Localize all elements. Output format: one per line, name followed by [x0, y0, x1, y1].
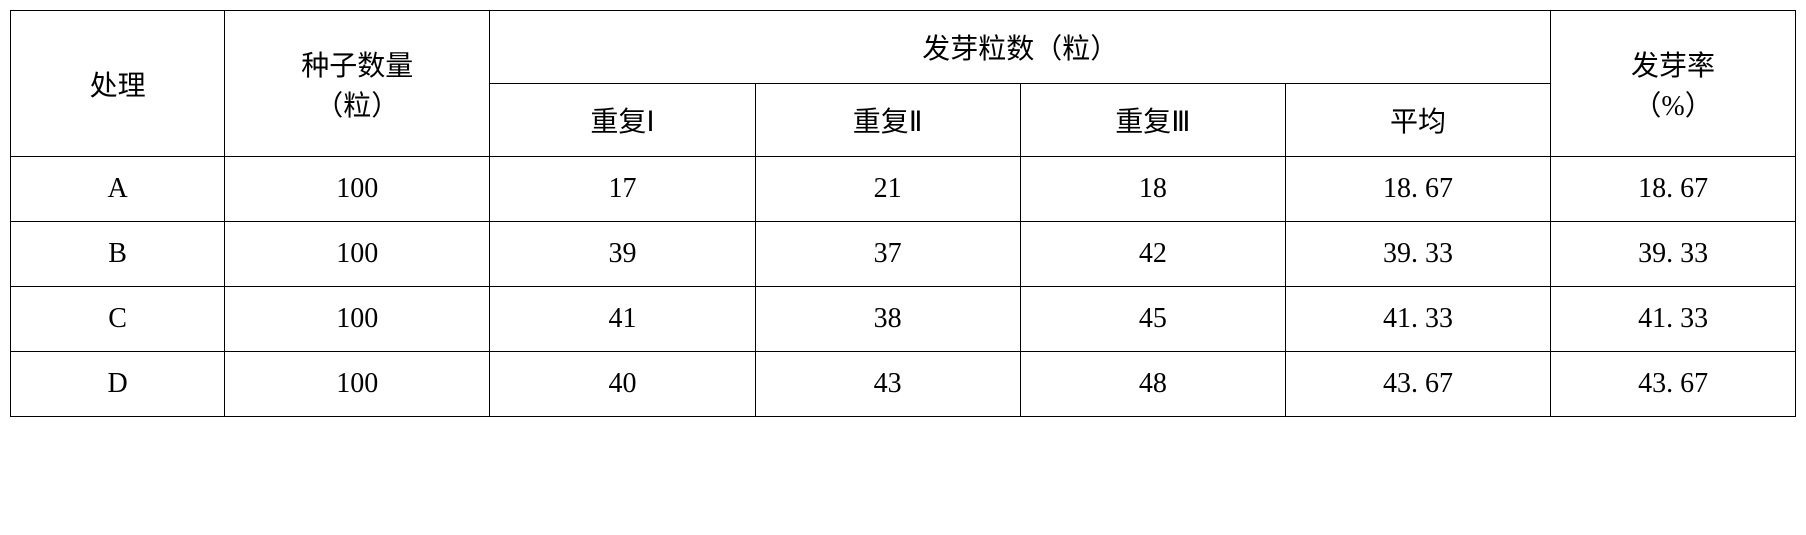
header-seed-count-label: 种子数量 [301, 51, 413, 82]
cell-average: 41. 33 [1285, 287, 1550, 352]
header-treatment: 处理 [11, 11, 225, 157]
cell-germ-rate: 18. 67 [1551, 157, 1796, 222]
cell-average: 39. 33 [1285, 222, 1550, 287]
cell-rep3: 45 [1020, 287, 1285, 352]
cell-rep3: 18 [1020, 157, 1285, 222]
table-row: C 100 41 38 45 41. 33 41. 33 [11, 287, 1796, 352]
cell-seed-count: 100 [225, 222, 490, 287]
header-row-1: 处理 种子数量 （粒） 发芽粒数（粒） 发芽率 （%） [11, 11, 1796, 84]
header-average: 平均 [1285, 84, 1550, 157]
cell-rep1: 17 [490, 157, 755, 222]
cell-rep1: 41 [490, 287, 755, 352]
cell-germ-rate: 43. 67 [1551, 352, 1796, 417]
cell-rep2: 38 [755, 287, 1020, 352]
cell-rep2: 37 [755, 222, 1020, 287]
cell-seed-count: 100 [225, 352, 490, 417]
cell-rep3: 42 [1020, 222, 1285, 287]
cell-seed-count: 100 [225, 157, 490, 222]
header-germ-rate: 发芽率 （%） [1551, 11, 1796, 157]
header-rep1: 重复Ⅰ [490, 84, 755, 157]
cell-rep3: 48 [1020, 352, 1285, 417]
header-rep3: 重复Ⅲ [1020, 84, 1285, 157]
cell-rep1: 39 [490, 222, 755, 287]
header-seed-count: 种子数量 （粒） [225, 11, 490, 157]
header-germ-rate-unit: （%） [1633, 91, 1712, 122]
cell-rep2: 43 [755, 352, 1020, 417]
germination-table: 处理 种子数量 （粒） 发芽粒数（粒） 发芽率 （%） 重复Ⅰ 重复Ⅱ 重复Ⅲ … [10, 10, 1796, 417]
table-row: B 100 39 37 42 39. 33 39. 33 [11, 222, 1796, 287]
header-germ-count: 发芽粒数（粒） [490, 11, 1551, 84]
cell-germ-rate: 41. 33 [1551, 287, 1796, 352]
cell-average: 43. 67 [1285, 352, 1550, 417]
header-rep2: 重复Ⅱ [755, 84, 1020, 157]
cell-average: 18. 67 [1285, 157, 1550, 222]
cell-treatment: D [11, 352, 225, 417]
table-row: A 100 17 21 18 18. 67 18. 67 [11, 157, 1796, 222]
cell-treatment: A [11, 157, 225, 222]
cell-treatment: C [11, 287, 225, 352]
cell-seed-count: 100 [225, 287, 490, 352]
table-row: D 100 40 43 48 43. 67 43. 67 [11, 352, 1796, 417]
cell-rep2: 21 [755, 157, 1020, 222]
cell-treatment: B [11, 222, 225, 287]
cell-rep1: 40 [490, 352, 755, 417]
header-germ-rate-label: 发芽率 [1631, 51, 1715, 82]
header-seed-count-unit: （粒） [315, 91, 399, 122]
cell-germ-rate: 39. 33 [1551, 222, 1796, 287]
